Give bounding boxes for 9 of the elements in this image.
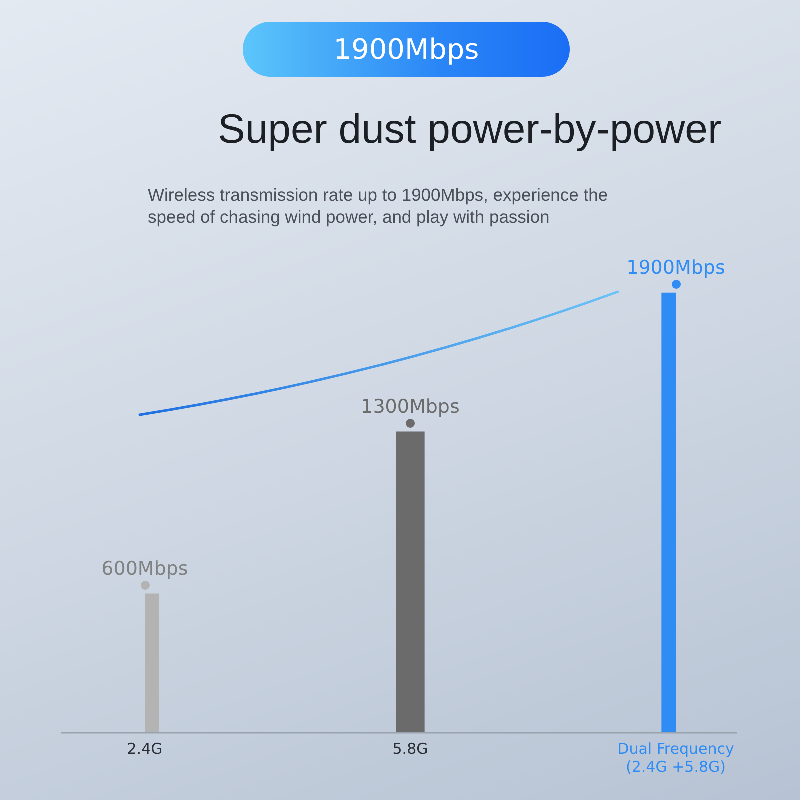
- rounded-badge: 1900Mbps: [243, 22, 570, 77]
- data-label: 1900Mbps: [626, 257, 726, 280]
- x-tick-label: 5.8G: [392, 740, 428, 758]
- data-label: 600Mbps: [102, 558, 188, 580]
- chart-title: Super dust power-by-power: [218, 105, 722, 154]
- x-tick-label: Dual Frequency (2.4G +5.8G): [618, 740, 734, 776]
- chart-subtitle: Wireless transmission rate up to 1900Mbps, experience the speed of chasing wind power, and play with passion: [148, 184, 610, 228]
- x-tick-label: 2.4G: [127, 740, 163, 758]
- data-label: 1300Mbps: [361, 396, 460, 418]
